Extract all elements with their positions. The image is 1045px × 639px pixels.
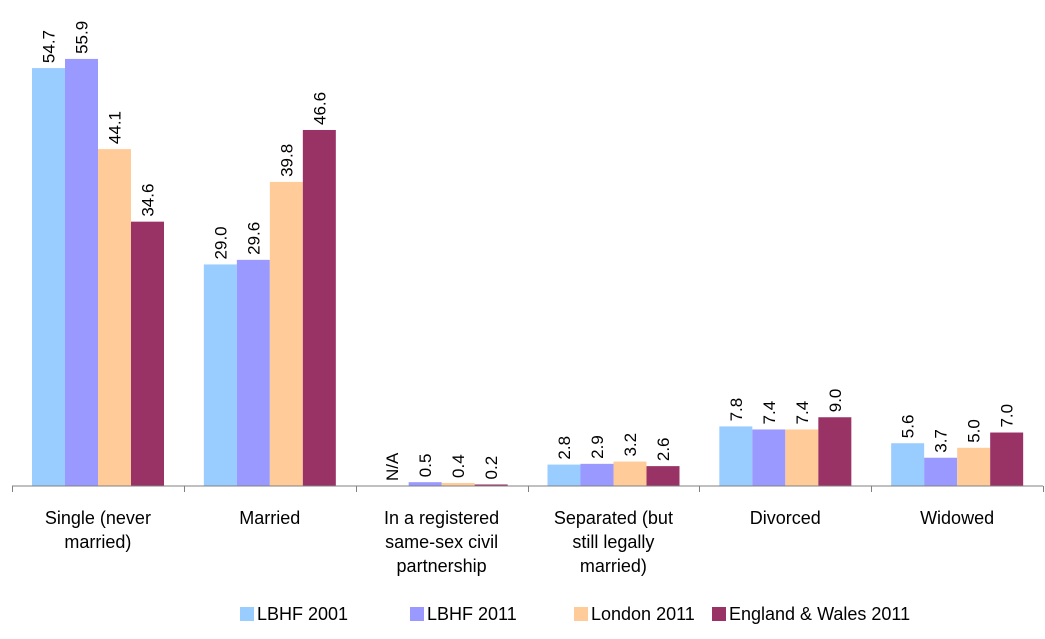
data-label: 7.0 bbox=[998, 404, 1017, 428]
data-label: 34.6 bbox=[139, 184, 158, 217]
category-label: Married bbox=[239, 508, 300, 528]
bar bbox=[65, 58, 98, 486]
category-label: same-sex civil bbox=[385, 532, 498, 552]
value-labels-layer: 54.7 29.0 N/A 2.8 7.8 5.6 55.9 29.6 0.5 2.9 7.4 3.7… bbox=[40, 21, 1017, 481]
category-labels-layer: Single (never married) Married In a registe… bbox=[45, 508, 994, 576]
bar bbox=[408, 482, 442, 486]
bar bbox=[474, 484, 508, 486]
category-label: Single (never bbox=[45, 508, 151, 528]
bar bbox=[441, 482, 475, 486]
data-label: 5.0 bbox=[965, 419, 984, 443]
data-label: 2.8 bbox=[555, 436, 574, 460]
bar bbox=[32, 68, 65, 486]
legend-label: LBHF 2011 bbox=[427, 604, 517, 624]
bar bbox=[719, 426, 753, 486]
bar bbox=[818, 417, 852, 486]
category-label: In a registered bbox=[384, 508, 499, 528]
bar bbox=[203, 264, 237, 486]
data-label: 54.7 bbox=[40, 30, 59, 63]
legend-swatch bbox=[712, 607, 726, 621]
bar bbox=[646, 466, 680, 486]
data-label: N/A bbox=[383, 452, 402, 481]
data-label: 0.2 bbox=[482, 456, 501, 480]
category-label: married) bbox=[64, 532, 131, 552]
data-label: 29.0 bbox=[211, 226, 230, 259]
legend-swatch bbox=[240, 607, 254, 621]
bar bbox=[547, 464, 581, 486]
data-label: 2.9 bbox=[588, 435, 607, 459]
bar bbox=[891, 443, 925, 486]
bar bbox=[957, 447, 991, 486]
data-label: 9.0 bbox=[826, 389, 845, 413]
legend-swatch bbox=[410, 607, 424, 621]
data-label: 39.8 bbox=[277, 144, 296, 177]
category-label: still legally bbox=[572, 532, 654, 552]
legend: LBHF 2001 LBHF 2011 London 2011 England & W… bbox=[240, 604, 910, 624]
data-label: 0.5 bbox=[416, 454, 435, 478]
x-axis bbox=[12, 485, 1044, 492]
category-label: Widowed bbox=[920, 508, 994, 528]
data-label: 3.7 bbox=[932, 429, 951, 453]
category-label: Separated (but bbox=[554, 508, 673, 528]
data-label: 46.6 bbox=[310, 92, 329, 125]
legend-swatch bbox=[574, 607, 588, 621]
data-label: 29.6 bbox=[244, 222, 263, 255]
legend-label: London 2011 bbox=[591, 604, 695, 624]
bar bbox=[131, 221, 164, 486]
bar bbox=[752, 429, 786, 486]
data-label: 44.1 bbox=[106, 111, 125, 144]
bar bbox=[580, 463, 614, 486]
bar bbox=[785, 429, 819, 486]
bars-layer bbox=[32, 58, 1024, 487]
bar bbox=[990, 432, 1024, 486]
data-label: 7.4 bbox=[793, 401, 812, 425]
legend-label: England & Wales 2011 bbox=[729, 604, 910, 624]
data-label: 7.4 bbox=[760, 401, 779, 425]
category-label: partnership bbox=[397, 556, 487, 576]
bar bbox=[924, 457, 958, 486]
bar bbox=[613, 461, 647, 486]
data-label: 55.9 bbox=[73, 21, 92, 54]
data-label: 3.2 bbox=[621, 433, 640, 457]
bar bbox=[236, 259, 270, 486]
data-label: 7.8 bbox=[727, 398, 746, 422]
bar bbox=[98, 149, 131, 487]
data-label: 0.4 bbox=[449, 454, 468, 478]
bar bbox=[302, 129, 336, 486]
bar bbox=[269, 181, 303, 487]
category-label: married) bbox=[580, 556, 647, 576]
legend-label: LBHF 2001 bbox=[257, 604, 348, 624]
category-label: Divorced bbox=[750, 508, 821, 528]
data-label: 2.6 bbox=[654, 437, 673, 461]
data-label: 5.6 bbox=[899, 415, 918, 439]
